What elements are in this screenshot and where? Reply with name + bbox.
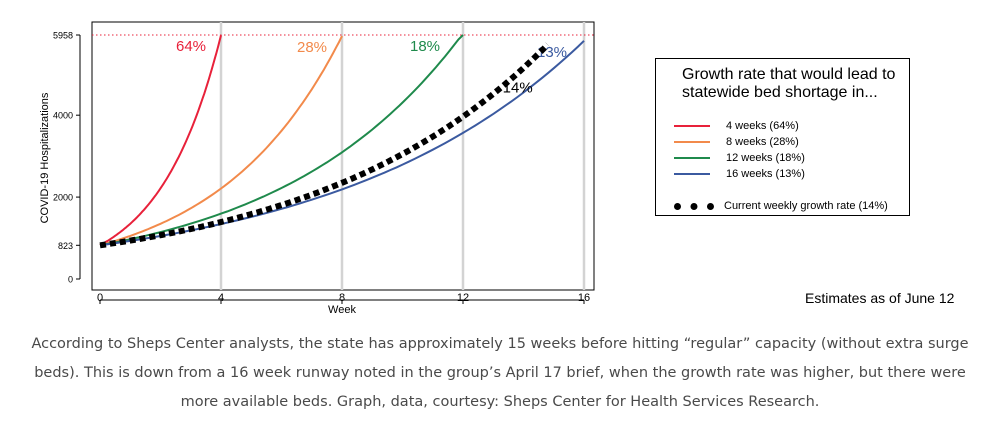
legend-item: 16 weeks (13%) xyxy=(674,167,805,181)
y-tick-label: 823 xyxy=(58,241,73,251)
legend-swatch xyxy=(674,173,710,175)
estimates-note: Estimates as of June 12 xyxy=(805,290,955,306)
legend-label: 12 weeks (18%) xyxy=(726,152,805,164)
series-line xyxy=(99,34,222,247)
series-line xyxy=(99,35,343,247)
legend-swatch xyxy=(674,125,710,127)
x-axis-label: Week xyxy=(328,304,356,316)
x-tick-label: 4 xyxy=(218,292,224,304)
series-annotation: 28% xyxy=(297,39,327,56)
series-line xyxy=(99,34,464,247)
legend-label: 4 weeks (64%) xyxy=(726,120,799,132)
legend-swatch xyxy=(674,202,714,210)
series-annotation: 64% xyxy=(176,38,206,55)
y-tick-label: 5958 xyxy=(53,31,73,41)
legend-label: Current weekly growth rate (14%) xyxy=(724,200,888,212)
series-line xyxy=(99,42,550,249)
legend-label: 8 weeks (28%) xyxy=(726,136,799,148)
series-annotation: 14% xyxy=(503,80,533,97)
legend-item: 8 weeks (28%) xyxy=(674,135,799,149)
x-tick-label: 12 xyxy=(457,292,469,304)
legend: Growth rate that would lead to statewide… xyxy=(655,58,910,216)
legend-item: 4 weeks (64%) xyxy=(674,119,799,133)
legend-swatch xyxy=(674,157,710,159)
x-tick-label: 0 xyxy=(97,292,103,304)
caption: According to Sheps Center analysts, the … xyxy=(31,336,969,410)
legend-item: Current weekly growth rate (14%) xyxy=(674,199,888,213)
y-tick-label: 4000 xyxy=(53,111,73,121)
legend-label: 16 weeks (13%) xyxy=(726,168,805,180)
x-tick-label: 8 xyxy=(339,292,345,304)
y-tick-label: 2000 xyxy=(53,193,73,203)
legend-item: 12 weeks (18%) xyxy=(674,151,805,165)
x-tick-label: 16 xyxy=(578,292,590,304)
series-annotation: 18% xyxy=(410,38,440,55)
legend-swatch xyxy=(674,141,710,143)
y-tick-label: 0 xyxy=(68,275,73,285)
legend-title: Growth rate that would lead to statewide… xyxy=(682,66,896,101)
y-axis-label: COVID-19 Hospitalizations xyxy=(39,92,51,223)
